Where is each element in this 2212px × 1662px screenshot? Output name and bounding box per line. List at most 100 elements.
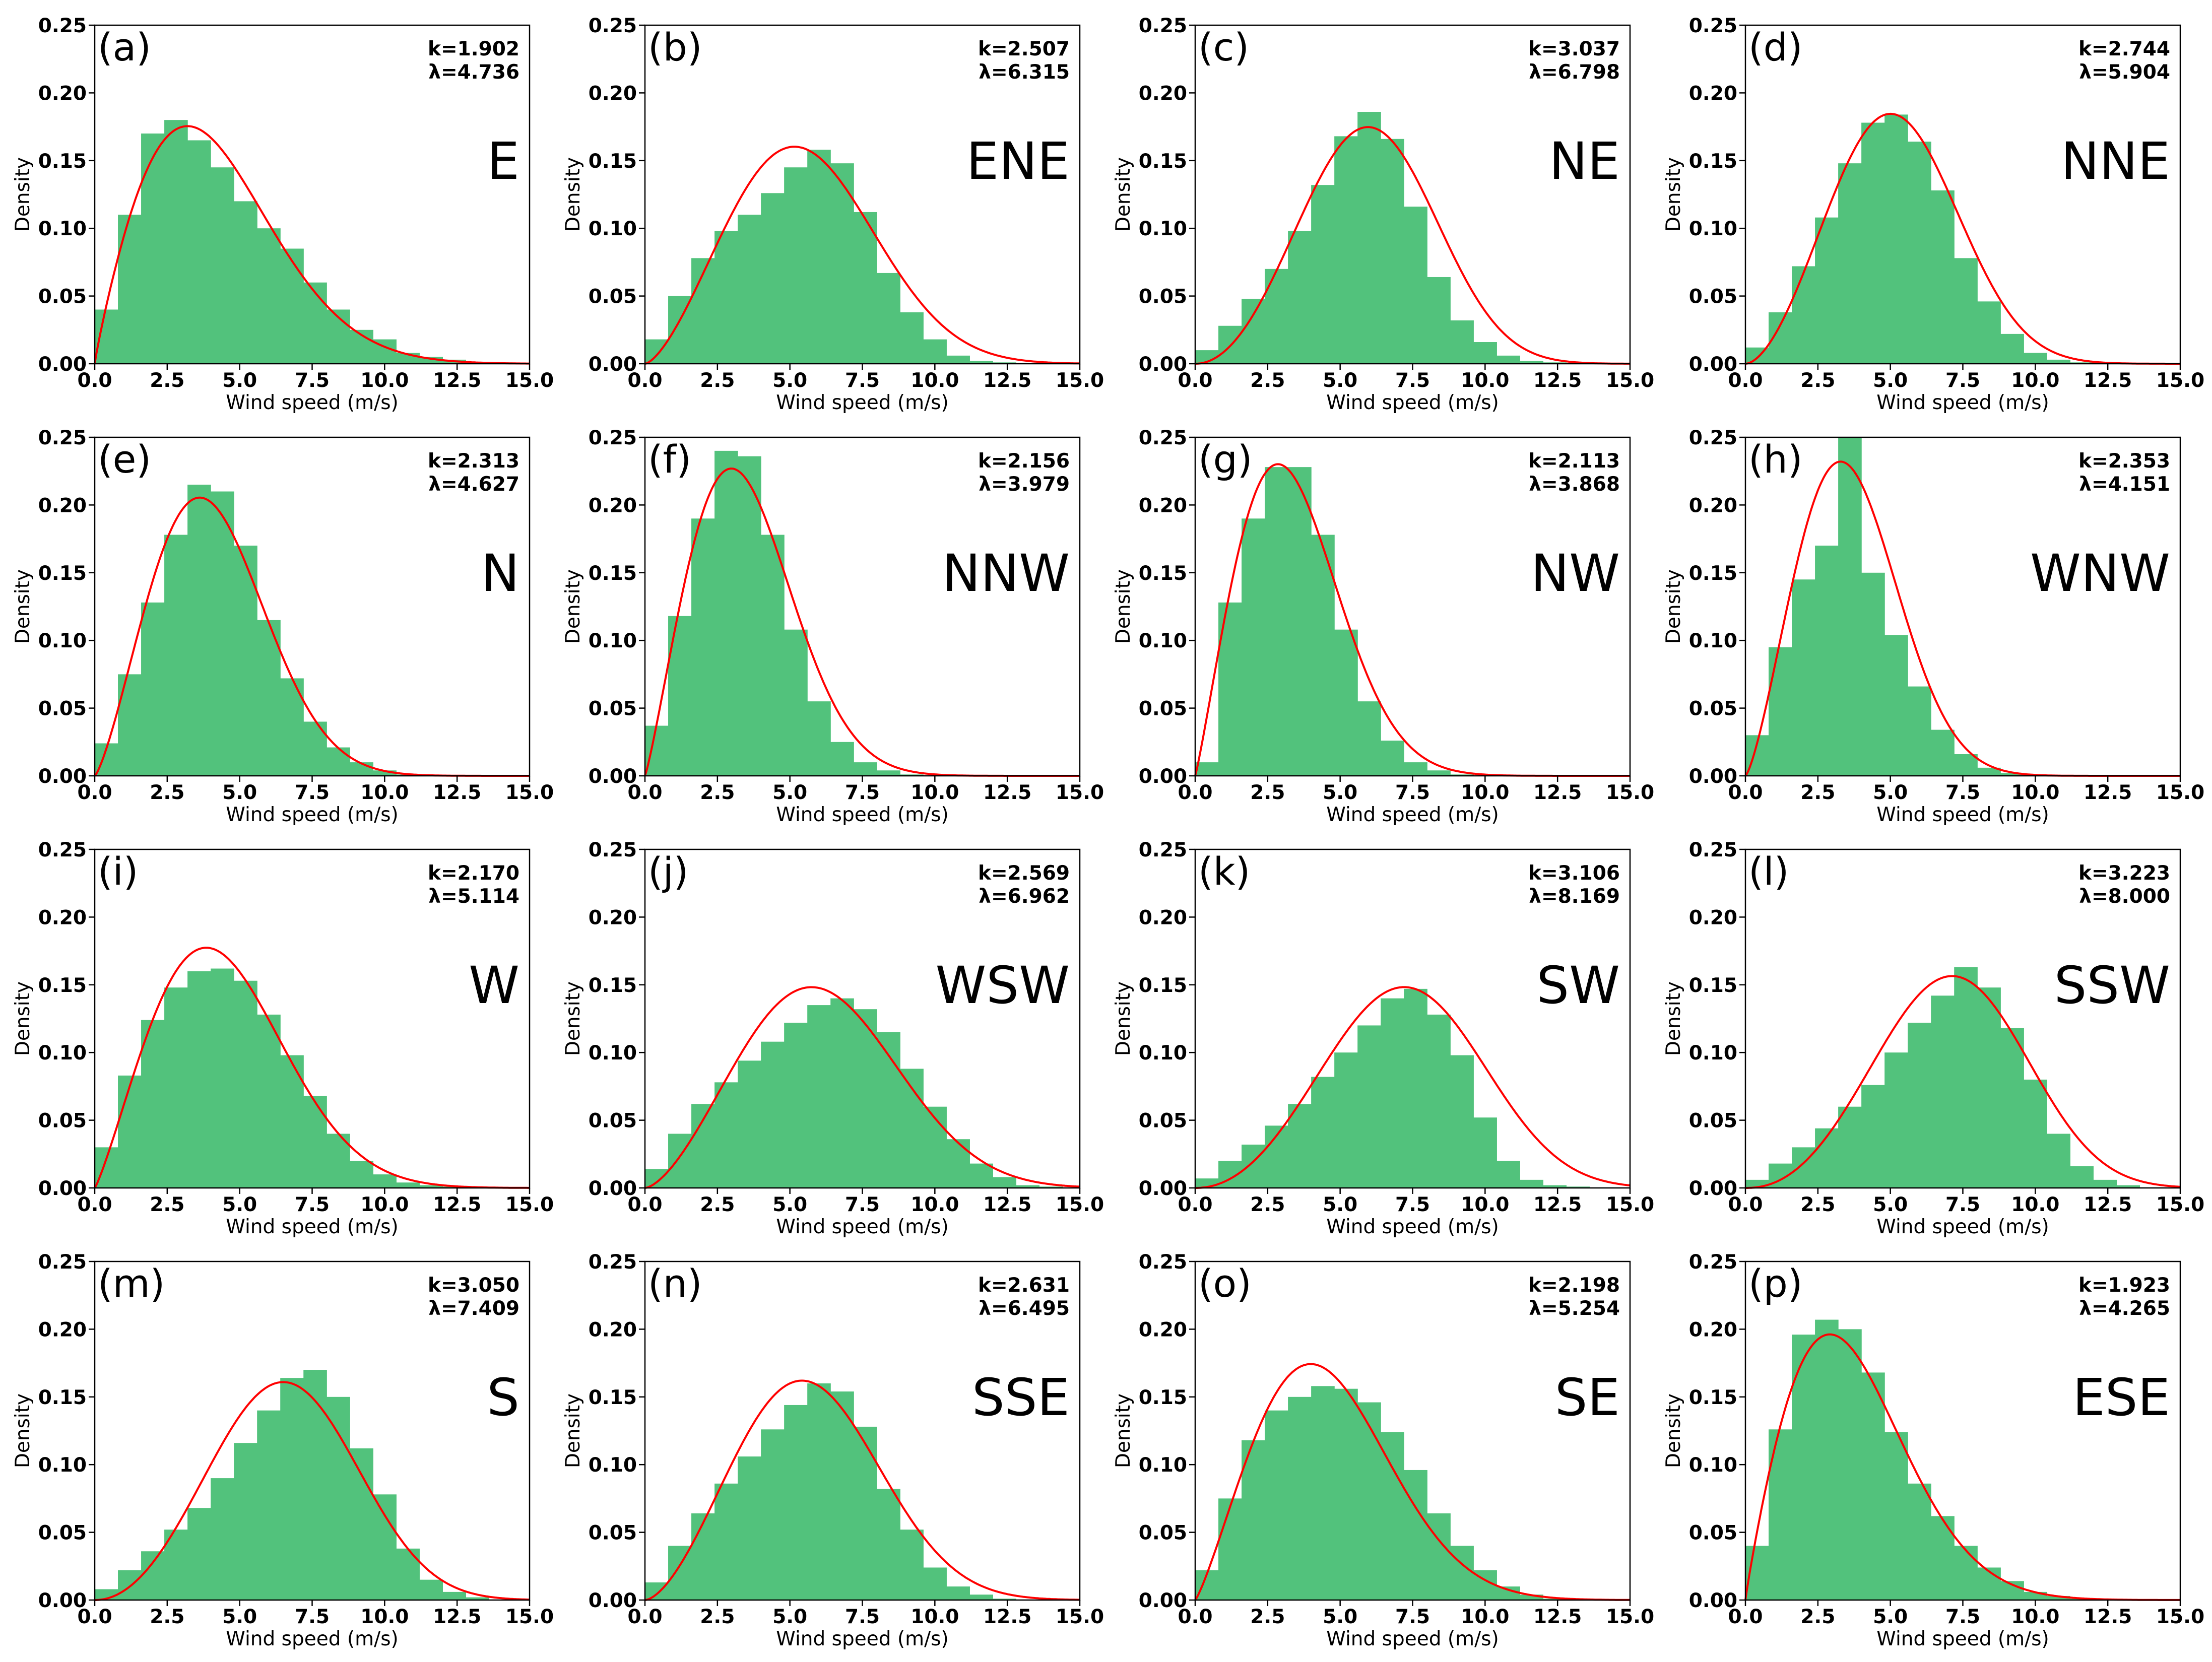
histogram-bar bbox=[1334, 1052, 1358, 1188]
y-axis-label: Density bbox=[1112, 157, 1135, 232]
y-axis-label: Density bbox=[562, 981, 584, 1056]
histogram-bar bbox=[280, 248, 304, 364]
y-tick-label: 0.25 bbox=[1689, 427, 1737, 449]
x-axis-label: Wind speed (m/s) bbox=[776, 804, 949, 826]
histogram-bar bbox=[668, 616, 692, 776]
histogram-bar bbox=[1908, 1483, 1931, 1600]
histogram-bar bbox=[1884, 1432, 1908, 1600]
histogram-bar bbox=[830, 1391, 854, 1600]
histogram-bar bbox=[1288, 1397, 1312, 1600]
y-tick-label: 0.05 bbox=[38, 1522, 87, 1545]
y-tick-label: 0.15 bbox=[589, 1386, 637, 1409]
lambda-parameter: λ=7.409 bbox=[428, 1297, 519, 1320]
y-tick-label: 0.10 bbox=[1139, 218, 1187, 240]
lambda-parameter: λ=8.000 bbox=[2079, 885, 2170, 908]
histogram-bar bbox=[1288, 1104, 1312, 1188]
lambda-parameter: λ=6.798 bbox=[1529, 61, 1620, 84]
y-tick-label: 0.20 bbox=[1689, 1318, 1737, 1341]
x-tick-label: 2.5 bbox=[150, 781, 184, 804]
x-tick-label: 0.0 bbox=[77, 369, 112, 392]
histogram-bar bbox=[1311, 535, 1335, 776]
histogram-bar bbox=[1334, 629, 1358, 776]
panel-j: 0.0 2.5 5.0 7.5 10.0 12.5 15.0 0.00 0.05 0.10 0.15… bbox=[562, 839, 1104, 1238]
y-tick-label: 0.15 bbox=[1689, 562, 1737, 585]
weibull-fit-line bbox=[94, 125, 530, 365]
x-tick-label: 7.5 bbox=[1395, 369, 1430, 392]
y-tick-label: 0.15 bbox=[1139, 1386, 1187, 1409]
histogram-bar bbox=[714, 450, 738, 776]
y-tick-label: 0.15 bbox=[1689, 1386, 1737, 1409]
y-tick-label: 0.25 bbox=[38, 1251, 87, 1274]
x-tick-label: 7.5 bbox=[1945, 1606, 1980, 1628]
y-tick-label: 0.05 bbox=[38, 698, 87, 720]
y-tick-label: 0.25 bbox=[1139, 15, 1187, 37]
k-parameter: k=1.923 bbox=[2078, 1274, 2170, 1297]
x-tick-label: 15.0 bbox=[505, 1193, 554, 1216]
histogram-bar bbox=[1838, 1329, 1862, 1600]
x-tick-label: 15.0 bbox=[1606, 369, 1654, 392]
histogram-bar bbox=[1977, 301, 2001, 364]
x-tick-label: 12.5 bbox=[2084, 781, 2132, 804]
lambda-parameter: λ=4.736 bbox=[428, 61, 519, 84]
histogram-bar bbox=[1218, 1498, 1242, 1600]
wind-direction-label: E bbox=[487, 131, 519, 191]
histogram-bar bbox=[784, 1405, 808, 1600]
x-tick-label: 7.5 bbox=[295, 1606, 330, 1628]
y-tick-label: 0.05 bbox=[1689, 1522, 1737, 1545]
panel-label: (k) bbox=[1198, 849, 1250, 894]
x-tick-label: 15.0 bbox=[1056, 1193, 1104, 1216]
x-tick-label: 7.5 bbox=[295, 781, 330, 804]
histogram-bar bbox=[1931, 995, 1955, 1188]
histogram-bar bbox=[738, 215, 761, 364]
y-tick-label: 0.00 bbox=[1139, 353, 1187, 376]
y-tick-label: 0.05 bbox=[1139, 1522, 1187, 1545]
y-tick-label: 0.10 bbox=[38, 1454, 87, 1477]
y-axis-label: Density bbox=[12, 1393, 34, 1468]
histogram-bar bbox=[830, 163, 854, 364]
histogram-bar bbox=[2024, 1079, 2047, 1188]
histogram-bar bbox=[714, 231, 738, 364]
y-axis-label: Density bbox=[562, 157, 584, 232]
weibull-fit-line bbox=[95, 1381, 530, 1601]
histogram-bar bbox=[1195, 762, 1219, 776]
x-tick-label: 12.5 bbox=[1533, 781, 1582, 804]
x-tick-label: 0.0 bbox=[77, 1606, 112, 1628]
x-tick-label: 15.0 bbox=[1056, 369, 1104, 392]
histogram-bar bbox=[668, 1546, 692, 1600]
y-tick-label: 0.15 bbox=[1139, 974, 1187, 997]
panel-l: 0.0 2.5 5.0 7.5 10.0 12.5 15.0 0.00 0.05 0.10 0.15… bbox=[1662, 839, 2204, 1238]
panel-label: (i) bbox=[98, 849, 138, 894]
histogram-bar bbox=[761, 1429, 785, 1600]
y-tick-label: 0.05 bbox=[1689, 1110, 1737, 1133]
x-tick-label: 12.5 bbox=[1533, 369, 1582, 392]
panel-a: 0.0 2.5 5.0 7.5 10.0 12.5 15.0 0.00 0.05 0.10 0.15… bbox=[12, 15, 554, 414]
histogram-bar bbox=[1769, 647, 1792, 776]
histogram-bar bbox=[1884, 114, 1908, 364]
histogram-bar bbox=[373, 770, 397, 776]
histogram-bar bbox=[1566, 1186, 1590, 1188]
panel-label: (n) bbox=[648, 1261, 702, 1306]
lambda-parameter: λ=3.868 bbox=[1529, 473, 1620, 496]
x-tick-label: 15.0 bbox=[505, 1606, 554, 1628]
histogram-bar bbox=[1311, 185, 1335, 364]
histogram-bar bbox=[280, 1378, 304, 1600]
y-tick-label: 0.25 bbox=[1689, 1251, 1737, 1274]
weibull-fit-line bbox=[644, 1379, 1080, 1601]
wind-direction-label: NNE bbox=[2061, 131, 2170, 191]
x-tick-label: 2.5 bbox=[1800, 1193, 1835, 1216]
histogram-bar bbox=[784, 167, 808, 364]
x-tick-label: 10.0 bbox=[1461, 781, 1509, 804]
x-tick-label: 7.5 bbox=[845, 369, 880, 392]
y-tick-label: 0.15 bbox=[38, 974, 87, 997]
histogram-bar bbox=[1357, 1402, 1381, 1600]
y-tick-label: 0.10 bbox=[1139, 1454, 1187, 1477]
y-axis-label: Density bbox=[1112, 569, 1135, 644]
x-tick-label: 7.5 bbox=[1945, 781, 1980, 804]
x-tick-label: 12.5 bbox=[1533, 1606, 1582, 1628]
k-parameter: k=1.902 bbox=[428, 38, 519, 60]
histogram-bar bbox=[807, 1383, 831, 1600]
histogram-bar bbox=[2116, 1185, 2140, 1188]
x-tick-label: 0.0 bbox=[627, 781, 662, 804]
y-tick-label: 0.10 bbox=[589, 1454, 637, 1477]
x-tick-label: 5.0 bbox=[222, 1193, 257, 1216]
